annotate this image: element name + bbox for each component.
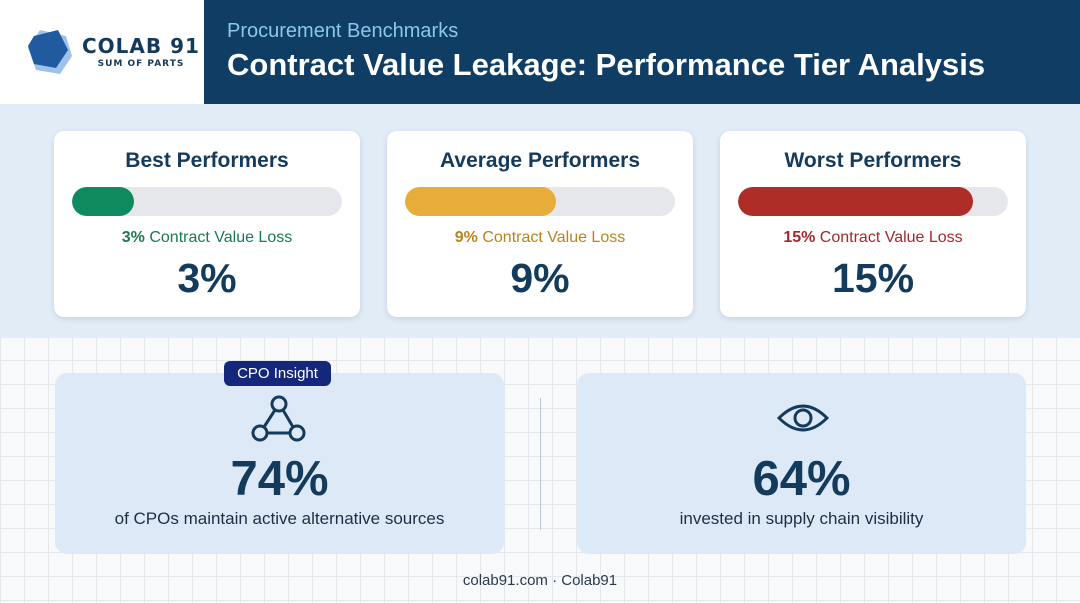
tier-label-text: Contract Value Loss: [477, 229, 626, 246]
stat-divider: [540, 398, 541, 530]
tier-card-average: Average Performers 9% Contract Value Los…: [387, 131, 693, 317]
tier-card-worst: Worst Performers 15% Contract Value Loss…: [720, 131, 1026, 317]
stat-card-visibility: [577, 373, 1026, 554]
tier-label-pct: 9%: [454, 229, 478, 246]
tier-value: 9%: [510, 255, 570, 301]
progress-track: [738, 187, 1008, 216]
tier-title: Average Performers: [440, 149, 640, 172]
footer-credit: colab91.com · Colab91: [462, 572, 618, 589]
stat-caption: invested in supply chain visibility: [679, 509, 924, 528]
progress-fill: [405, 187, 557, 216]
stat-value: 74%: [230, 452, 329, 506]
brand-name: COLAB 91: [82, 33, 200, 58]
header-bar: COLAB 91 SUM OF PARTS Procurement Benchm…: [0, 0, 1080, 104]
stat-card-cpo: [55, 373, 504, 554]
brand-tagline: SUM OF PARTS: [97, 58, 185, 69]
tier-label-text: Contract Value Loss: [815, 229, 963, 246]
tier-label: 9% Contract Value Loss: [387, 229, 693, 247]
title-area: Procurement Benchmarks Contract Value Le…: [204, 0, 1080, 104]
brand-logo: COLAB 91 SUM OF PARTS: [0, 0, 204, 104]
tier-title: Worst Performers: [784, 149, 962, 172]
progress-fill: [72, 187, 135, 216]
page-kicker: Procurement Benchmarks: [227, 20, 459, 42]
tier-label: 3% Contract Value Loss: [54, 229, 360, 247]
progress-fill: [738, 187, 973, 216]
tier-value: 3%: [177, 255, 237, 301]
tier-label-text: Contract Value Loss: [144, 229, 293, 246]
colab-logo-icon: [28, 30, 72, 74]
tier-label-pct: 15%: [783, 229, 816, 246]
progress-track: [405, 187, 675, 216]
tier-title: Best Performers: [125, 149, 289, 172]
network-nodes-icon: [251, 395, 306, 442]
tier-value: 15%: [831, 255, 915, 301]
page-title: Contract Value Leakage: Performance Tier…: [227, 47, 986, 82]
eye-icon: [776, 404, 830, 432]
progress-track: [72, 187, 342, 216]
stat-caption: of CPOs maintain active alternative sour…: [114, 509, 445, 528]
cpo-insight-badge: CPO Insight: [224, 361, 331, 386]
tier-label-pct: 3%: [121, 229, 145, 246]
stat-value: 64%: [752, 452, 851, 506]
tier-card-best: Best Performers 3% Contract Value Loss 3…: [54, 131, 360, 317]
tier-label: 15% Contract Value Loss: [720, 229, 1026, 247]
